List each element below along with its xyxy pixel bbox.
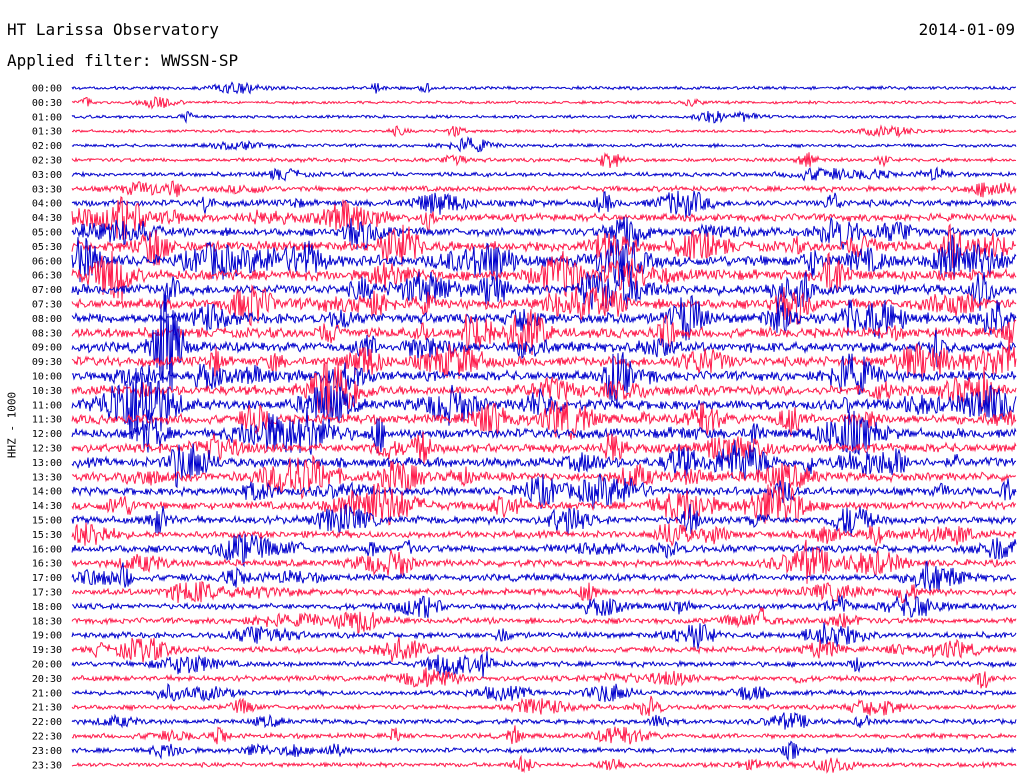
time-tick-label: 04:30: [32, 213, 62, 224]
time-tick-label: 02:30: [32, 156, 62, 167]
time-tick-label: 22:30: [32, 732, 62, 743]
time-tick-label: 04:00: [32, 199, 62, 210]
time-tick-label: 06:30: [32, 271, 62, 282]
trace-2130: [71, 695, 1017, 717]
trace-0530: [71, 223, 1017, 269]
time-tick-label: 08:30: [32, 328, 62, 339]
trace-1330: [71, 454, 1017, 500]
time-tick-label: 11:30: [32, 415, 62, 426]
time-tick-label: 22:00: [32, 717, 62, 728]
trace-0930: [71, 336, 1017, 379]
time-tick-label: 12:00: [32, 429, 62, 440]
trace-2230: [71, 725, 1017, 745]
trace-1530: [71, 522, 1017, 547]
time-tick-label: 03:00: [32, 170, 62, 181]
trace-2330: [71, 754, 1017, 774]
time-tick-label: 21:00: [32, 688, 62, 699]
time-tick-label: 19:30: [32, 645, 62, 656]
time-tick-label: 07:30: [32, 300, 62, 311]
time-tick-label: 23:00: [32, 746, 62, 757]
time-tick-label: 05:00: [32, 228, 62, 239]
time-tick-label: 20:30: [32, 674, 62, 685]
time-tick-label: 01:30: [32, 127, 62, 138]
trace-1500: [71, 503, 1017, 537]
time-tick-label: 17:00: [32, 573, 62, 584]
trace-2100: [71, 683, 1017, 703]
trace-0230: [71, 151, 1017, 168]
trace-2030: [71, 667, 1017, 689]
time-tick-label: 18:30: [32, 616, 62, 627]
trace-0600: [71, 234, 1017, 284]
time-tick-label: 23:30: [32, 760, 62, 771]
trace-0100: [71, 110, 1017, 124]
time-tick-label: 13:00: [32, 458, 62, 469]
trace-1200: [71, 407, 1017, 456]
trace-1800: [72, 593, 1017, 618]
time-tick-label: 20:00: [32, 660, 62, 671]
time-tick-label: 11:00: [32, 400, 62, 411]
trace-1130: [71, 399, 1017, 440]
time-tick-label: 19:00: [32, 631, 62, 642]
trace-1700: [71, 560, 1017, 592]
trace-2300: [71, 740, 1017, 762]
time-tick-label: 09:30: [32, 357, 62, 368]
time-tick-label: 07:00: [32, 285, 62, 296]
trace-1030: [71, 361, 1017, 419]
time-tick-label: 15:30: [32, 530, 62, 541]
trace-1900: [71, 622, 1017, 649]
time-tick-label: 21:30: [32, 703, 62, 714]
trace-0430: [71, 196, 1017, 240]
time-tick-label: 02:00: [32, 141, 62, 152]
trace-1600: [71, 533, 1017, 568]
trace-2200: [71, 711, 1017, 730]
time-tick-label: 08:00: [32, 314, 62, 325]
trace-1930: [71, 637, 1017, 663]
time-tick-label: 09:00: [32, 343, 62, 354]
time-tick-label: 01:00: [32, 112, 62, 123]
trace-0500: [71, 216, 1017, 250]
time-tick-label: 00:30: [32, 98, 62, 109]
time-tick-label: 14:30: [32, 501, 62, 512]
trace-0830: [71, 308, 1017, 356]
time-tick-label: 18:00: [32, 602, 62, 613]
time-tick-label: 03:30: [32, 184, 62, 195]
trace-0300: [71, 166, 1017, 182]
station-title: HT Larissa Observatory: [7, 20, 219, 39]
trace-1100: [71, 368, 1017, 442]
time-tick-label: 16:30: [32, 559, 62, 570]
trace-1400: [71, 473, 1017, 509]
time-tick-label: 15:00: [32, 516, 62, 527]
trace-1430: [71, 482, 1016, 526]
time-tick-label: 06:00: [32, 256, 62, 267]
time-tick-label: 14:00: [32, 487, 62, 498]
record-date: 2014-01-09: [918, 20, 1015, 39]
time-tick-label: 05:30: [32, 242, 62, 253]
time-tick-label: 10:30: [32, 386, 62, 397]
trace-0730: [71, 284, 1017, 327]
time-tick-label: 13:30: [32, 472, 62, 483]
trace-0130: [71, 124, 1017, 139]
time-tick-label: 12:30: [32, 444, 62, 455]
time-tick-label: 16:00: [32, 544, 62, 555]
trace-1730: [71, 580, 1017, 604]
trace-0700: [71, 268, 1017, 311]
trace-1300: [71, 440, 1017, 489]
trace-1830: [71, 607, 1017, 635]
trace-0030: [71, 96, 1017, 110]
trace-1630: [71, 539, 1016, 584]
trace-0200: [71, 136, 1017, 153]
time-tick-label: 00:00: [32, 84, 62, 95]
trace-0330: [71, 180, 1017, 198]
filter-label: Applied filter: WWSSN-SP: [7, 51, 239, 70]
time-tick-label: 17:30: [32, 588, 62, 599]
trace-0900: [71, 293, 1017, 391]
time-tick-label: 10:00: [32, 372, 62, 383]
trace-1230: [71, 431, 1017, 465]
trace-2000: [71, 651, 1017, 679]
trace-0000: [71, 81, 1017, 95]
trace-0800: [71, 294, 1017, 341]
trace-0400: [71, 190, 1017, 219]
